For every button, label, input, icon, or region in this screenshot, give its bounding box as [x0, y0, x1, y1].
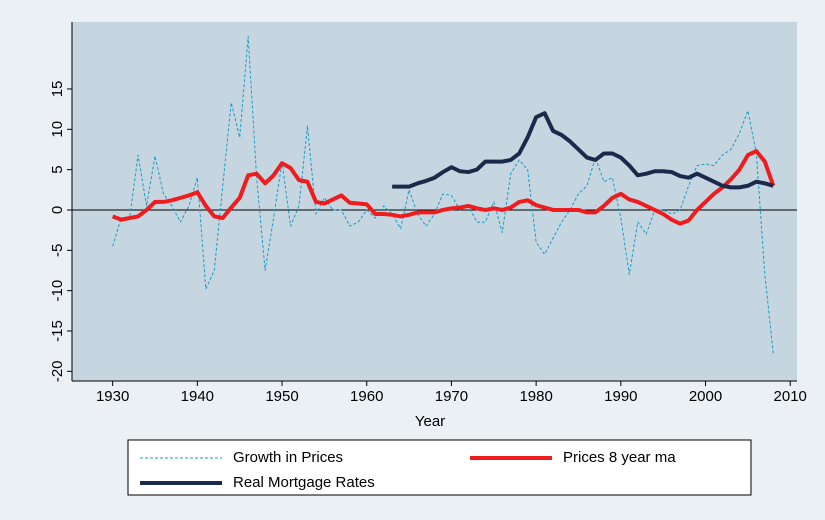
legend-label: Real Mortgage Rates — [233, 474, 375, 491]
y-tick-label: -10 — [49, 280, 66, 302]
x-tick-label: 1970 — [435, 388, 468, 405]
y-tick-label: -15 — [49, 320, 66, 342]
legend-label: Growth in Prices — [233, 449, 343, 466]
x-axis-title: Year — [415, 413, 445, 430]
x-tick-label: 1980 — [519, 388, 552, 405]
series-line — [392, 111, 774, 190]
plot-area — [72, 22, 797, 381]
x-tick-label: 2000 — [689, 388, 722, 405]
series-line — [111, 149, 776, 226]
y-tick-label: -5 — [49, 244, 66, 257]
x-tick-label: 2010 — [774, 388, 807, 405]
x-tick-label: 1960 — [350, 388, 383, 405]
x-tick-label: 1940 — [181, 388, 214, 405]
y-tick-label: 10 — [49, 121, 66, 138]
y-tick-label: 5 — [49, 165, 66, 173]
x-tick-label: 1990 — [604, 388, 637, 405]
y-tick-label: -20 — [49, 360, 66, 382]
y-tick-label: 15 — [49, 81, 66, 98]
y-tick-label: 0 — [49, 206, 66, 214]
legend-label: Prices 8 year ma — [563, 449, 676, 466]
x-tick-label: 1950 — [265, 388, 298, 405]
x-tick-label: 1930 — [96, 388, 129, 405]
legend — [127, 439, 752, 496]
series-line — [112, 36, 774, 354]
